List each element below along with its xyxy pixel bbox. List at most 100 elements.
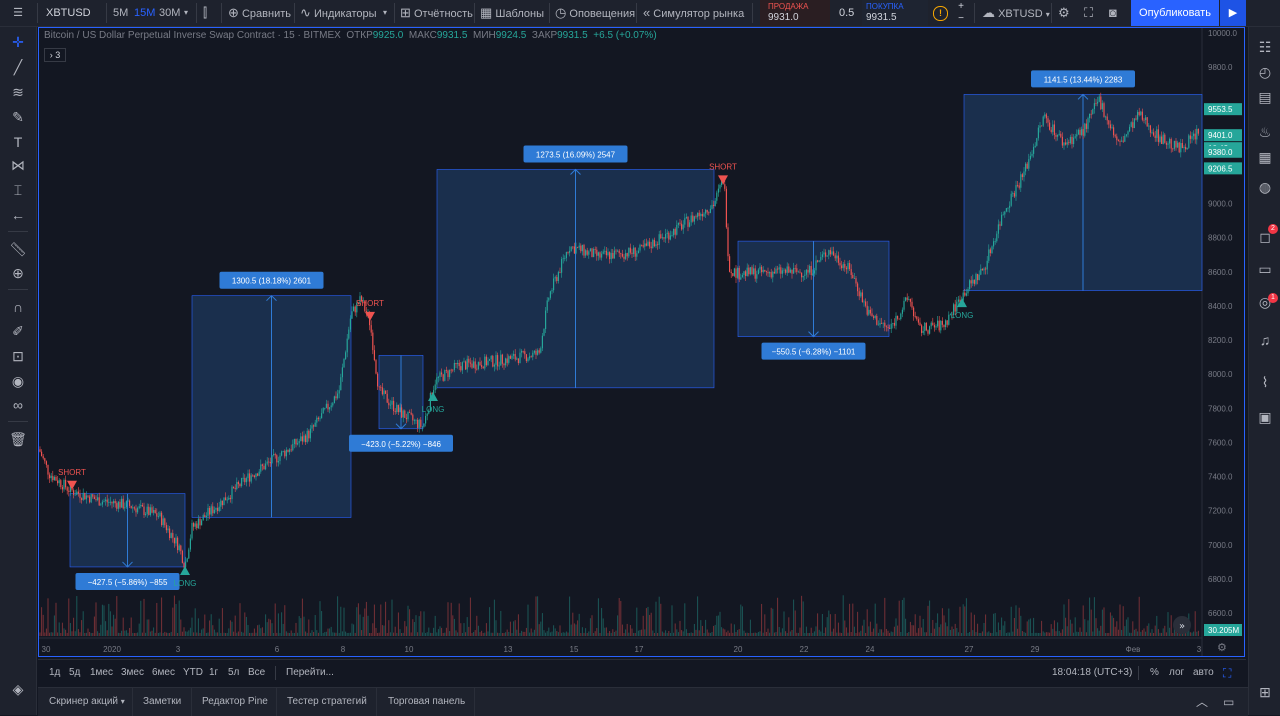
candle-body: [1042, 116, 1044, 126]
volume-bar: [55, 602, 57, 636]
ideas-icon[interactable]: ◍: [1258, 179, 1272, 195]
brush-icon[interactable]: ✎: [12, 109, 24, 125]
watchlist-icon[interactable]: ☷: [1258, 39, 1272, 55]
volume-bar: [497, 632, 499, 636]
percent-toggle[interactable]: %: [1150, 667, 1159, 678]
messages-icon[interactable]: ▭: [1258, 261, 1272, 277]
calendar-icon[interactable]: ▦: [1258, 149, 1272, 165]
candle-body: [1119, 140, 1121, 142]
compare-button[interactable]: ⊕ Сравнить: [228, 0, 291, 26]
ideas-stream-icon[interactable]: ▣: [1258, 409, 1272, 425]
candle-body: [589, 248, 591, 252]
range-all[interactable]: Все: [248, 667, 266, 678]
indicators-collapse-button[interactable]: › 3: [44, 48, 66, 62]
zoom-icon[interactable]: ⊕: [12, 265, 24, 281]
link-icon[interactable]: ∞: [13, 397, 23, 413]
volume-bar: [476, 615, 478, 636]
tab-strategy-tester[interactable]: Тестер стратегий: [287, 696, 367, 707]
lock-icon[interactable]: ⊡: [12, 348, 24, 364]
pattern-icon[interactable]: ⋈: [11, 157, 25, 173]
volume-bar: [593, 632, 595, 636]
lock-drawing-icon[interactable]: ✐: [12, 323, 24, 339]
clock-icon[interactable]: ◴: [1258, 64, 1272, 80]
fullscreen-chart-icon[interactable]: ⛶: [1223, 666, 1232, 680]
goto-date-button[interactable]: Перейти...: [286, 667, 334, 678]
range-3m[interactable]: 3мес: [121, 667, 144, 678]
news-icon[interactable]: ▤: [1258, 89, 1272, 105]
hotlist-icon[interactable]: ♨: [1258, 124, 1272, 140]
clock-time[interactable]: 18:04:18 (UTC+3): [1052, 667, 1133, 678]
maximize-panel-icon[interactable]: ▭: [1223, 695, 1235, 709]
volume-bar: [205, 632, 207, 636]
eye-icon[interactable]: ◉: [11, 373, 25, 389]
range-1m[interactable]: 1мес: [90, 667, 113, 678]
range-6m[interactable]: 6мес: [152, 667, 175, 678]
trendline-icon[interactable]: ╱: [13, 59, 23, 75]
info-icon[interactable]: !: [933, 0, 948, 26]
interval-dropdown-icon[interactable]: ▾: [184, 8, 189, 17]
interval-30m[interactable]: 30M: [159, 7, 181, 19]
indicators-button[interactable]: ∿ Индикаторы: [300, 0, 377, 26]
volume-bar: [300, 618, 302, 636]
range-5y[interactable]: 5л: [228, 667, 240, 678]
buy-button[interactable]: ПОКУПКА 9931.5: [862, 0, 928, 26]
volume-bar: [196, 632, 198, 636]
trash-icon[interactable]: 🗑︎: [9, 431, 27, 447]
zoom-out-icon[interactable]: −: [958, 13, 964, 24]
fullscreen-icon[interactable]: ⛶: [1084, 5, 1094, 20]
text-icon[interactable]: T: [13, 134, 23, 150]
volume-bar: [413, 622, 415, 636]
tab-trading-panel[interactable]: Торговая панель: [388, 696, 466, 707]
log-toggle[interactable]: лог: [1169, 667, 1185, 678]
camera-icon[interactable]: ◙: [1109, 5, 1117, 20]
range-ytd[interactable]: YTD: [183, 667, 203, 678]
bell-icon[interactable]: ♫: [1259, 332, 1271, 348]
publish-button[interactable]: Опубликовать: [1131, 0, 1219, 26]
cloud-layout-button[interactable]: ☁ XBTUSD ▾: [982, 0, 1050, 26]
interval-15m[interactable]: 15M: [134, 7, 156, 19]
grid-icon[interactable]: ⊞: [1259, 684, 1271, 700]
zoom-in-icon[interactable]: +: [958, 1, 964, 12]
volume-bar: [975, 632, 977, 636]
chart-pane[interactable]: [38, 27, 1245, 657]
range-1y[interactable]: 1г: [209, 667, 219, 678]
candle-body: [498, 365, 500, 367]
fib-icon[interactable]: ≋: [12, 84, 24, 100]
interval-5m[interactable]: 5M: [113, 7, 129, 19]
tab-stock-screener[interactable]: Скринер акций ▾: [49, 696, 125, 707]
play-icon[interactable]: ▶: [1220, 0, 1246, 26]
market-simulator-button[interactable]: « Симулятор рынка: [643, 0, 744, 26]
chevron-up-icon[interactable]: ︿: [1196, 695, 1209, 709]
candle-body: [900, 313, 902, 320]
menu-icon[interactable]: ☰: [13, 7, 23, 19]
layers-icon[interactable]: ◈: [12, 681, 24, 697]
magnet-icon[interactable]: ∩: [12, 299, 24, 315]
volume-bar: [1049, 632, 1051, 636]
range-5d[interactable]: 5д: [69, 667, 81, 678]
prediction-icon[interactable]: ⌶: [13, 182, 23, 198]
candle-body: [1180, 143, 1182, 153]
indicators-dropdown-icon[interactable]: ▾: [383, 8, 388, 17]
chart-type-icon[interactable]: ⫿: [203, 5, 208, 20]
volume-bar: [77, 629, 79, 636]
sell-button[interactable]: ПРОДАЖА 9931.0: [760, 0, 830, 26]
reports-button[interactable]: ⊞ Отчётность: [400, 0, 473, 26]
tab-pine-editor[interactable]: Редактор Pine: [202, 696, 268, 707]
candle-body: [399, 407, 401, 413]
symbol-search[interactable]: XBTUSD: [46, 7, 91, 19]
signals-icon[interactable]: ⌇: [1261, 374, 1269, 390]
price-tag: [1204, 129, 1242, 142]
chat-icon[interactable]: ◻: [1259, 229, 1271, 245]
candle-body: [521, 350, 523, 353]
tab-notes[interactable]: Заметки: [143, 696, 182, 707]
templates-button[interactable]: ▦ Шаблоны: [480, 0, 544, 26]
ruler-icon[interactable]: 📏︎: [9, 241, 27, 257]
alerts-button[interactable]: ◷ Оповещения: [555, 0, 635, 26]
back-arrow-icon[interactable]: ←: [11, 207, 25, 223]
auto-toggle[interactable]: авто: [1193, 667, 1214, 678]
gear-icon[interactable]: ⚙: [1058, 5, 1070, 20]
range-1d[interactable]: 1д: [49, 667, 61, 678]
crosshair-icon[interactable]: ✛: [12, 34, 24, 50]
candle-body: [1036, 138, 1038, 146]
